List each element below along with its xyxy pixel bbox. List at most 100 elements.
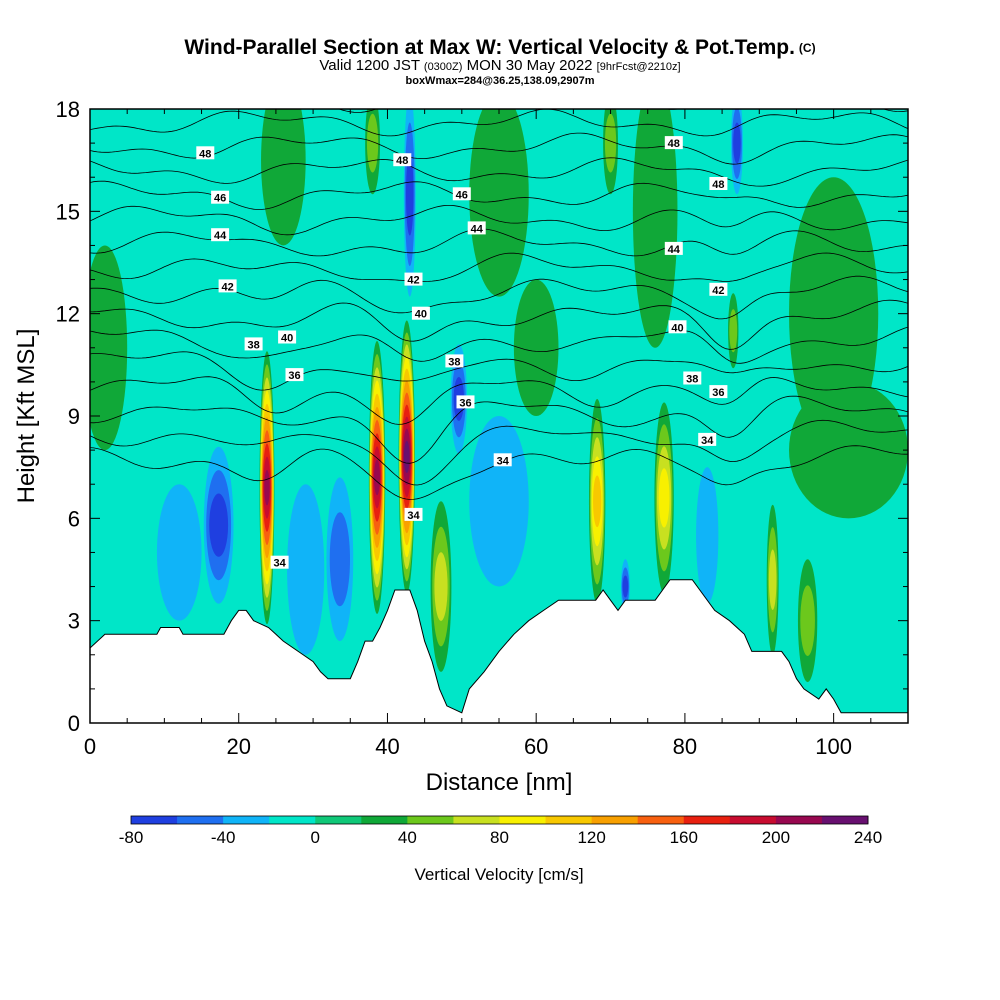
velocity-cell [632,109,678,348]
x-tick-label: 60 [524,734,548,759]
theta-label: 38 [445,354,464,368]
theta-label-text: 38 [247,339,259,351]
velocity-band [593,475,602,528]
colorbar-swatch [223,816,270,824]
colorbar-swatch [499,816,547,824]
colorbar-swatch [775,816,823,824]
velocity-band [658,468,670,528]
velocity-band [733,122,741,164]
terrain-mask [90,579,908,723]
x-tick-label: 0 [84,734,96,759]
velocity-cell [398,320,415,594]
theta-contour [90,252,908,282]
colorbar-frame [130,815,869,825]
velocity-band [604,113,617,173]
colorbar: -80 -40 0 40 80 120 160 200 240 [119,815,882,847]
velocity-cell [261,109,306,246]
velocity-cell [513,279,559,416]
colorbar-swatch [361,816,408,824]
theta-label-bg [244,337,263,351]
theta-label-text: 40 [281,333,293,345]
theta-label: 42 [709,282,728,297]
velocity-cell [728,293,739,369]
theta-label-bg [456,395,475,409]
theta-contour [90,109,908,137]
theta-label: 38 [244,337,263,351]
theta-label-text: 48 [712,179,724,191]
colorbar-title: Vertical Velocity [cm/s] [414,865,583,884]
theta-label: 46 [211,190,230,205]
theta-label-bg [664,136,683,150]
valid-utc: (0300Z) [423,61,463,73]
y-tick-label: 0 [68,711,80,736]
colorbar-tick-label: 0 [311,828,320,847]
theta-label-bg [196,146,215,160]
velocity-cell [789,381,908,519]
copyright-mark: (C) [798,41,816,55]
velocity-band [768,549,777,610]
velocity-band [374,459,380,496]
velocity-cell [287,484,325,655]
colorbar-swatch [729,816,777,824]
theta-label: 34 [698,432,717,447]
colorbar-tick-label: 200 [762,828,790,847]
y-tick-label: 18 [56,97,80,122]
velocity-cell [731,109,743,195]
theta-contour [90,326,908,364]
theta-contour [90,157,908,187]
theta-label-bg [668,320,687,334]
colorbar-swatch [131,816,178,824]
chart-title-block: Wind-Parallel Section at Max W: Vertical… [0,36,1000,87]
theta-label: 40 [278,330,297,345]
colorbar-swatch [177,816,224,824]
velocity-cell [797,559,818,683]
colorbar-tick-label: 40 [398,828,417,847]
velocity-band [90,245,128,451]
theta-label-text: 34 [497,455,510,467]
theta-label-text: 42 [221,281,233,293]
theta-contour [90,351,908,391]
theta-label: 44 [467,221,486,235]
velocity-band [287,484,325,655]
y-tick-label: 6 [68,506,80,531]
x-tick-label: 100 [815,734,852,759]
velocity-cell [766,504,779,655]
y-tick-label: 12 [56,302,80,327]
velocity-band [156,484,202,621]
plot-area: 48 48 48 48 46 46 44 44 44 42 42 42 40 40 40 38 38 38 36 36… [90,109,908,723]
theta-label: 42 [404,272,423,287]
theta-label-bg [285,368,304,382]
x-tick-label: 20 [226,734,250,759]
velocity-cell [259,351,275,625]
velocity-band [405,153,414,236]
colorbar-swatch [269,816,316,824]
colorbar-tick-label: 160 [670,828,698,847]
theta-label-bg [404,272,423,286]
velocity-band [729,309,738,353]
theta-label-bg [393,153,412,167]
velocity-band [789,177,879,451]
velocity-cell [156,484,202,621]
colorbar-swatch [453,816,500,824]
velocity-cell [696,467,719,604]
theta-label-text: 48 [668,138,680,150]
velocity-band [261,109,306,246]
theta-label: 44 [211,228,230,242]
velocity-band [622,575,629,598]
velocity-band [469,416,529,587]
velocity-band [264,469,270,506]
colorbar-swatch [683,816,731,824]
theta-label: 34 [404,507,423,522]
theta-label-bg [664,241,683,255]
velocity-band [329,512,351,607]
chart-title-line: Wind-Parallel Section at Max W: Vertical… [0,36,1000,60]
theta-label-text: 44 [471,223,484,235]
theta-label: 34 [493,453,512,467]
theta-label-text: 34 [273,558,286,570]
theta-label-text: 46 [214,193,226,205]
theta-label: 48 [393,153,412,167]
colorbar-swatch [315,816,362,824]
theta-label-text: 34 [407,510,420,522]
